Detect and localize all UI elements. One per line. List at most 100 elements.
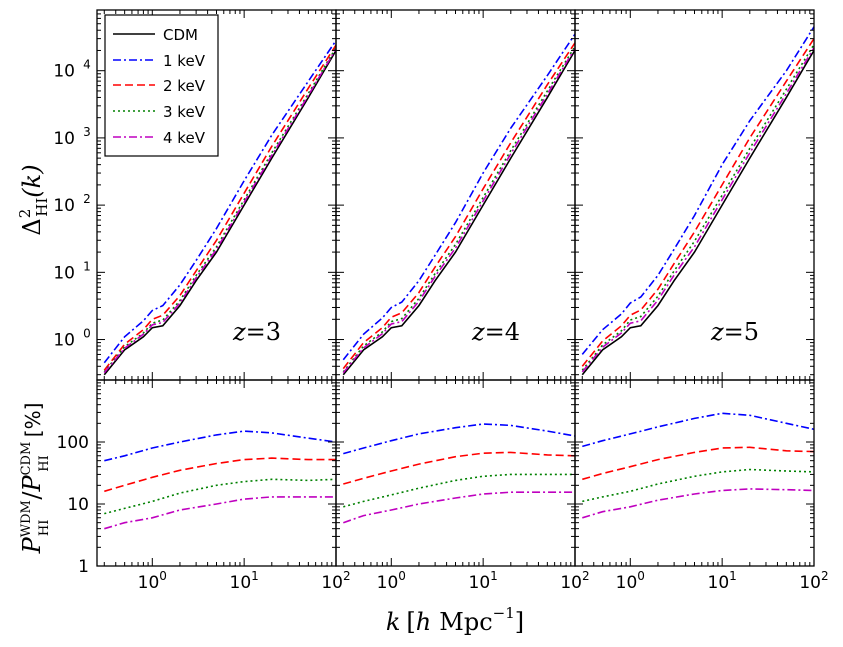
legend-label-4kev: 4 keV (163, 129, 206, 147)
bottom-y-axis-label: PWDM HI/PCDM HI[%] (18, 403, 52, 555)
x-tick-label-panel-2: 102 (560, 569, 589, 593)
x-tick-label-exp: 0 (637, 569, 645, 583)
z-label-num: 4 (505, 318, 520, 346)
top-frame-panel-3 (574, 9, 815, 381)
top-series-cdm-panel-1 (103, 50, 337, 376)
bottom-y-tick-label: 10 (67, 495, 89, 515)
top-y-tick-label-base: 10 (53, 129, 75, 149)
x-tick-label-base: 10 (616, 573, 638, 593)
x-tick-label-panel-2: 100 (377, 569, 406, 593)
z-label-var: z (471, 318, 485, 346)
bottom-y-label-sub2: HI (37, 455, 52, 471)
bottom-series-2kev-panel-1 (104, 457, 336, 493)
top-y-tick-label-base: 10 (53, 331, 75, 351)
top-y-label-arg: (k) (18, 164, 46, 197)
top-y-tick-label: 10 (53, 263, 75, 283)
top-series-cdm-panel-3 (581, 50, 815, 376)
top-series-4kev-panel-3 (581, 47, 815, 373)
top-y-tick-label: 10 (53, 331, 75, 351)
x-tick-label-exp: 2 (821, 569, 829, 583)
top-y-tick-label: 10 (53, 62, 75, 82)
x-tick-label-exp: 1 (251, 569, 259, 583)
bottom-series-1kev-panel-1 (104, 430, 337, 462)
x-label-exp: −1 (493, 604, 515, 622)
top-y-axis-label: Δ2HI(k) (16, 164, 51, 235)
top-series-1kev-panel-2 (342, 33, 576, 361)
bottom-y-label-p2: P (18, 475, 46, 493)
x-tick-label-exp: 0 (398, 569, 406, 583)
legend-label-1kev: 1 keV (163, 52, 206, 70)
bottom-y-label-sup-wdm: WDM (19, 500, 34, 537)
bottom-series-3kev-panel-2 (343, 473, 575, 508)
top-y-tick-label: 10 (53, 129, 75, 149)
top-y-tick-label-exp: 1 (83, 259, 91, 273)
x-tick-label-panel-3: 100 (616, 569, 645, 593)
z-label-var: z (710, 318, 724, 346)
bottom-y-label-unit: [%] (21, 403, 45, 438)
top-y-label-symbol: Δ (18, 218, 46, 235)
top-y-label-sup: 2 (16, 209, 34, 219)
legend-label-3kev: 3 keV (163, 103, 206, 121)
x-tick-label-exp: 2 (582, 569, 590, 583)
bottom-y-label-sub1: HI (37, 520, 52, 536)
x-label-unit: Mpc (439, 608, 492, 636)
top-series-2kev-panel-1 (103, 44, 337, 371)
x-tick-label-exp: 2 (343, 569, 351, 583)
bottom-series-1kev-panel-2 (343, 423, 576, 455)
bottom-series-2kev-panel-2 (343, 451, 576, 485)
z-label-panel-2: z=4 (471, 318, 520, 346)
x-tick-label-panel-2: 101 (469, 569, 498, 593)
x-tick-label-base: 10 (799, 573, 821, 593)
x-tick-label-base: 10 (377, 573, 399, 593)
x-label-bracket-close: ] (515, 608, 524, 636)
x-tick-label-panel-1: 101 (230, 569, 259, 593)
top-series-cdm-panel-2 (342, 50, 576, 376)
x-tick-label-panel-3: 102 (799, 569, 828, 593)
z-label-num: 3 (266, 318, 281, 346)
legend: CDM 1 keV 2 keV 3 keV 4 keV (104, 14, 219, 157)
z-label-eq: = (246, 318, 266, 346)
x-label-bracket-open: [ (406, 608, 415, 636)
z-label-eq: = (485, 318, 505, 346)
x-tick-label-exp: 0 (159, 569, 167, 583)
top-y-tick-label-exp: 4 (83, 58, 91, 72)
top-series-3kev-panel-3 (581, 44, 815, 371)
x-label-k: k (386, 608, 401, 636)
top-y-tick-label: 10 (53, 196, 75, 216)
top-series-4kev-panel-2 (342, 47, 576, 374)
x-axis-label: k [h Mpc−1] (386, 604, 524, 636)
top-y-tick-label-exp: 2 (83, 192, 91, 206)
bottom-frame-panel-2 (335, 379, 576, 567)
bottom-series-4kev-panel-2 (343, 491, 575, 524)
top-series-2kev-panel-3 (581, 38, 815, 367)
bottom-series-1kev-panel-3 (582, 412, 815, 448)
bottom-y-tick-label: 1 (78, 557, 89, 577)
legend-label-cdm: CDM (163, 26, 198, 44)
z-label-panel-1: z=3 (232, 318, 281, 346)
top-y-label-sub: HI (33, 198, 51, 217)
x-tick-label-base: 10 (321, 573, 343, 593)
bottom-series-2kev-panel-3 (582, 446, 815, 481)
x-tick-label-base: 10 (708, 573, 730, 593)
top-series-2kev-panel-2 (342, 42, 576, 370)
bottom-y-label-p1: P (18, 536, 46, 554)
bottom-y-label-slash: / (18, 491, 46, 500)
x-tick-label-exp: 1 (729, 569, 737, 583)
x-tick-label-base: 10 (560, 573, 582, 593)
x-tick-label-panel-3: 101 (708, 569, 737, 593)
x-tick-label-panel-1: 100 (138, 569, 167, 593)
bottom-y-label-sup-cdm: CDM (19, 442, 34, 476)
z-label-panel-3: z=5 (710, 318, 759, 346)
top-y-tick-label-base: 10 (53, 196, 75, 216)
x-tick-label-base: 10 (230, 573, 252, 593)
top-y-tick-label-base: 10 (53, 62, 75, 82)
z-label-num: 5 (744, 318, 759, 346)
top-series-4kev-panel-1 (103, 48, 337, 374)
top-y-tick-label-exp: 3 (83, 125, 91, 139)
z-label-var: z (232, 318, 246, 346)
z-label-eq: = (724, 318, 744, 346)
